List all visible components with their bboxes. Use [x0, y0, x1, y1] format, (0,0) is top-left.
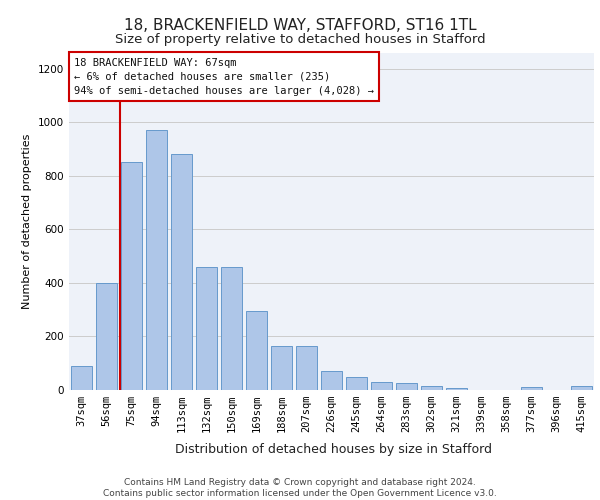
Bar — [246, 311, 267, 390]
Bar — [421, 386, 442, 390]
Text: 18, BRACKENFIELD WAY, STAFFORD, ST16 1TL: 18, BRACKENFIELD WAY, STAFFORD, ST16 1TL — [124, 18, 476, 32]
Bar — [221, 267, 242, 390]
Bar — [271, 346, 292, 390]
Text: 18 BRACKENFIELD WAY: 67sqm
← 6% of detached houses are smaller (235)
94% of semi: 18 BRACKENFIELD WAY: 67sqm ← 6% of detac… — [74, 58, 374, 96]
Bar — [346, 376, 367, 390]
Bar — [521, 388, 542, 390]
Y-axis label: Number of detached properties: Number of detached properties — [22, 134, 32, 309]
Bar — [446, 388, 467, 390]
Text: Contains HM Land Registry data © Crown copyright and database right 2024.
Contai: Contains HM Land Registry data © Crown c… — [103, 478, 497, 498]
Bar — [196, 267, 217, 390]
Bar — [96, 283, 117, 390]
Bar — [296, 346, 317, 390]
Bar — [146, 130, 167, 390]
Text: Distribution of detached houses by size in Stafford: Distribution of detached houses by size … — [175, 442, 491, 456]
Bar — [321, 371, 342, 390]
Bar — [71, 366, 92, 390]
Bar — [571, 386, 592, 390]
Bar — [396, 384, 417, 390]
Bar — [121, 162, 142, 390]
Text: Size of property relative to detached houses in Stafford: Size of property relative to detached ho… — [115, 32, 485, 46]
Bar — [371, 382, 392, 390]
Bar — [171, 154, 192, 390]
